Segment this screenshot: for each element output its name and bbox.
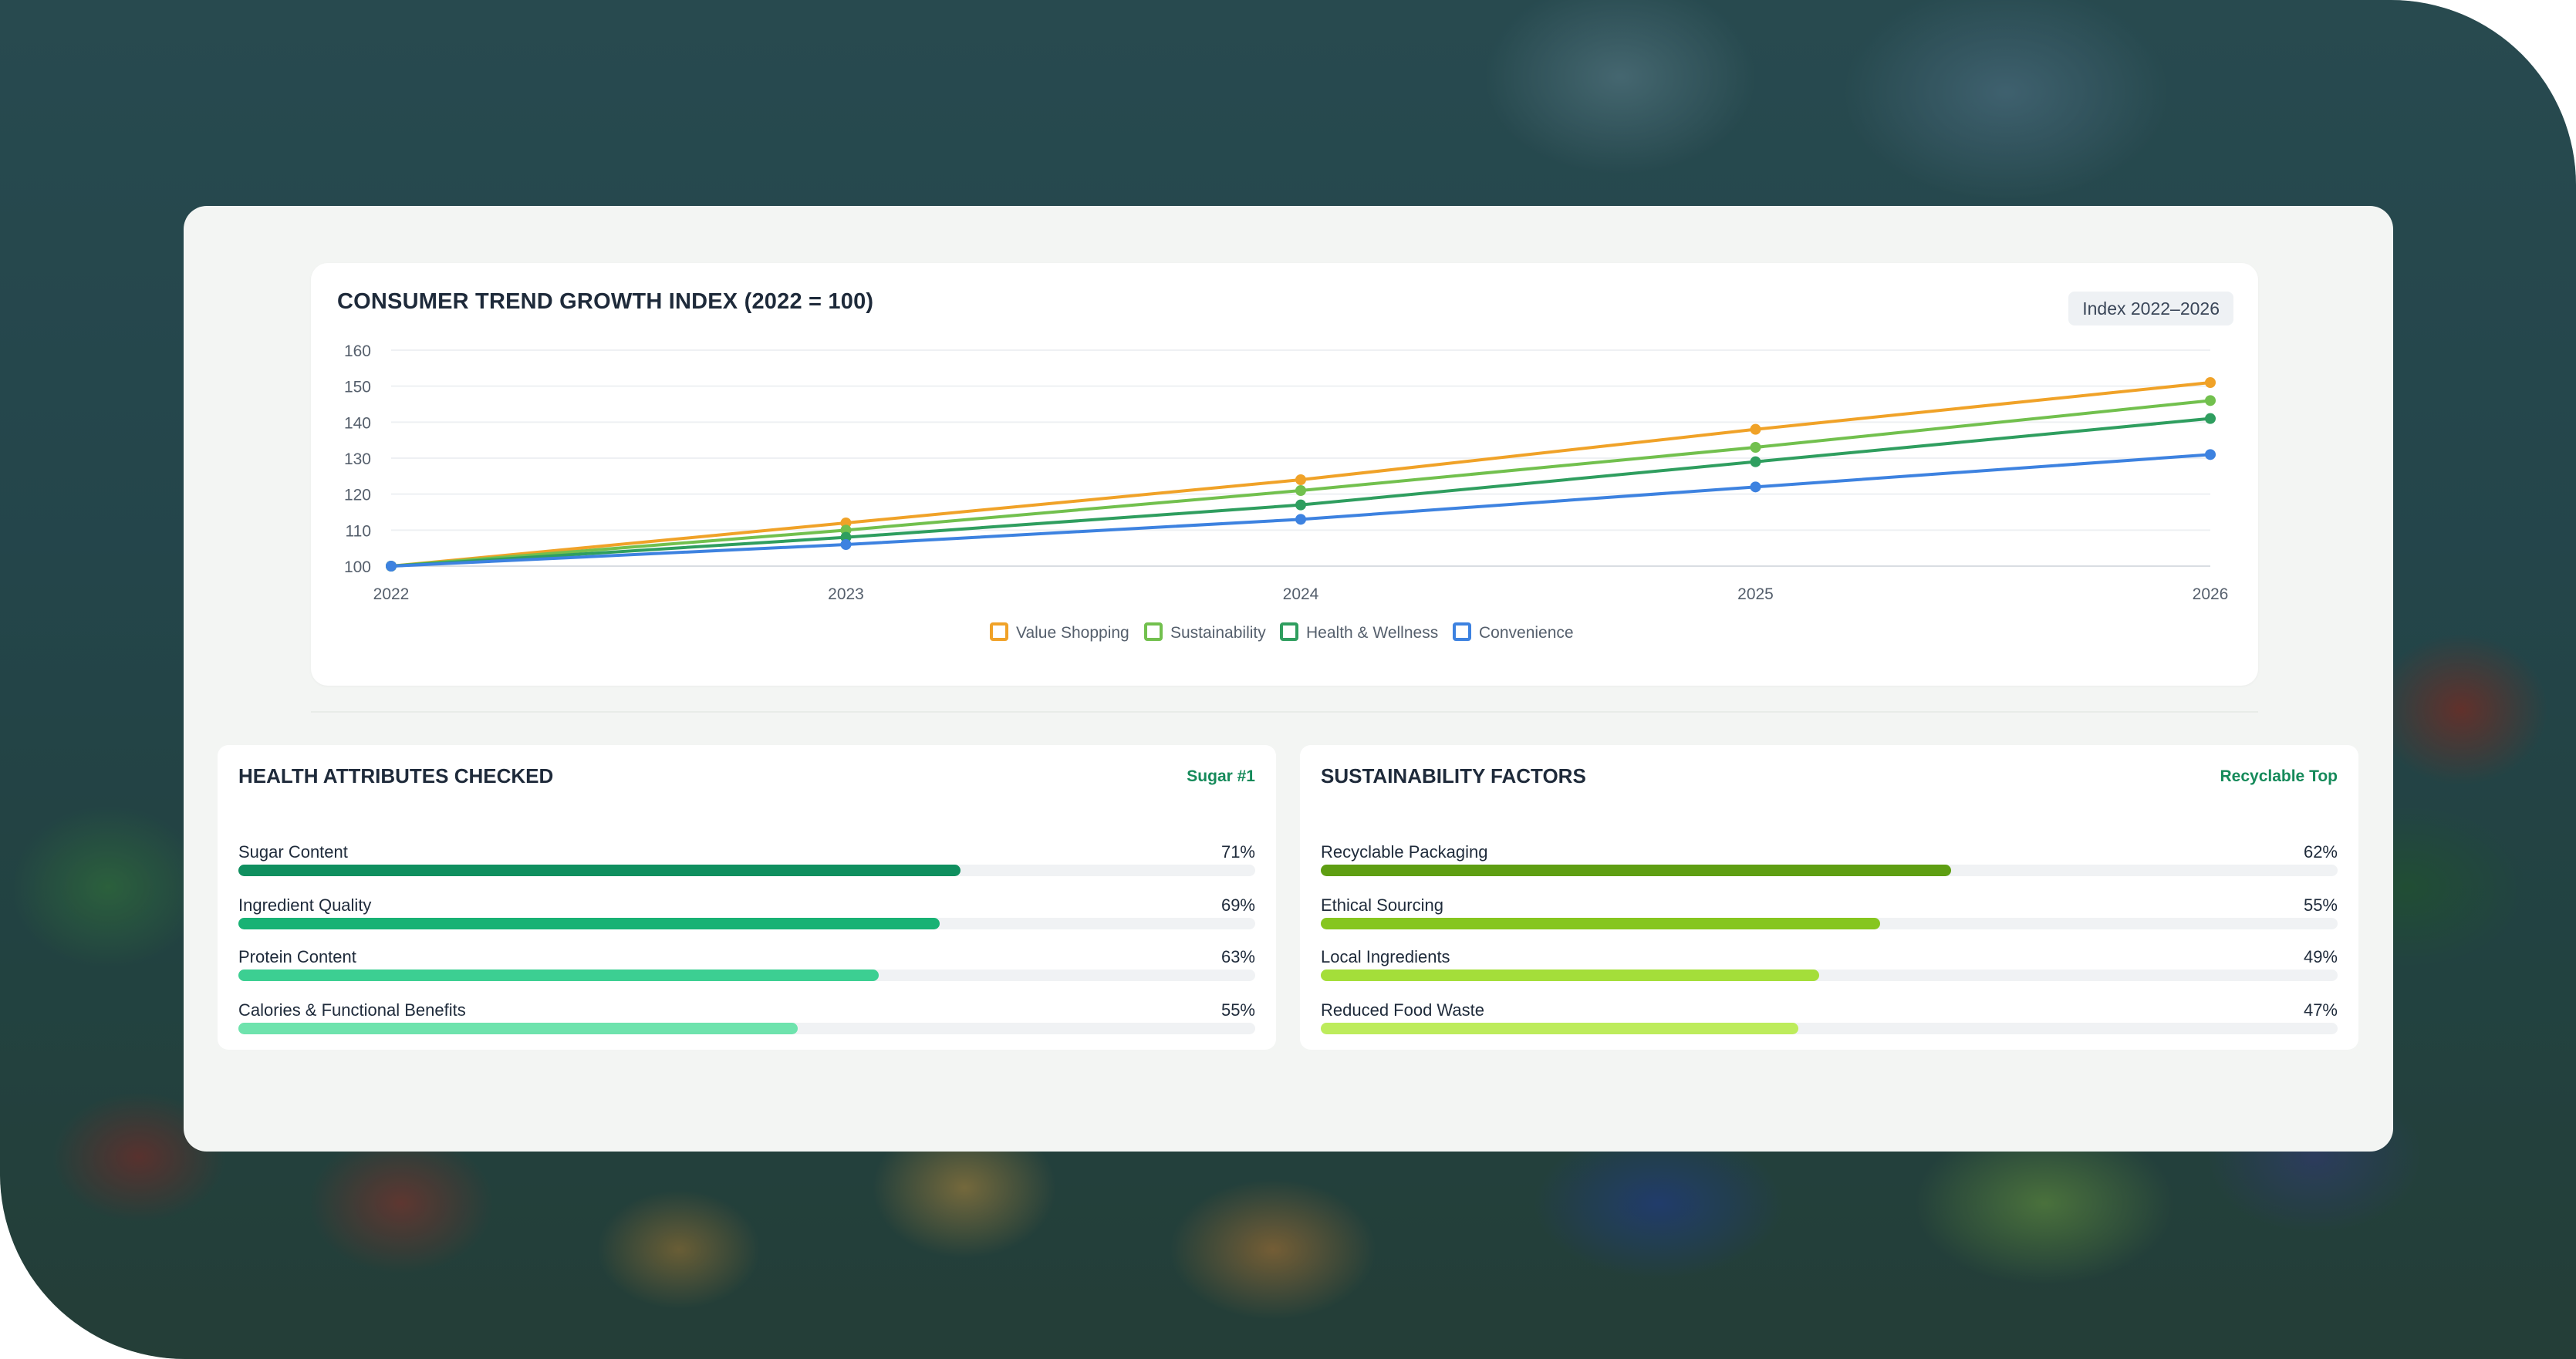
health-value: 55%: [1220, 1000, 1255, 1020]
data-point: [1295, 514, 1306, 525]
sustainability-value: 62%: [2303, 842, 2338, 862]
sustainability-card-tag: Recyclable Top: [2220, 767, 2338, 785]
health-value: 69%: [1220, 895, 1255, 915]
sustainability-value: 47%: [2303, 1000, 2338, 1020]
health-attributes-card: HEALTH ATTRIBUTES CHECKED Sugar #1 Sugar…: [218, 745, 1276, 1050]
y-tick-label: 110: [346, 522, 371, 540]
x-tick-label: 2022: [373, 585, 410, 603]
y-tick-label: 130: [344, 450, 371, 468]
line-chart: 100 110 120 130 140 150 160 2022 2023 2024 2025 202…: [344, 342, 2229, 642]
index-range-badge: Index 2022–2026: [2068, 292, 2233, 325]
health-label: Ingredient Quality: [238, 895, 372, 915]
section-divider: [311, 711, 2258, 713]
health-card-title: HEALTH ATTRIBUTES CHECKED: [238, 764, 554, 787]
health-label: Calories & Functional Benefits: [238, 1000, 466, 1020]
sustainability-bar-fill: [1321, 1023, 1799, 1034]
dashboard-panel: CONSUMER TREND GROWTH INDEX (2022 = 100)…: [184, 206, 2393, 1152]
sustainability-bar-fill: [1321, 865, 1952, 876]
health-bar-fill: [238, 970, 879, 981]
data-point: [2205, 377, 2216, 388]
sustainability-bar-fill: [1321, 970, 1819, 981]
health-row: Ingredient Quality 69%: [238, 895, 1255, 934]
sustainability-bar-track: [1321, 970, 2338, 981]
health-row: Calories & Functional Benefits 55%: [238, 1000, 1255, 1039]
health-value: 63%: [1220, 947, 1255, 966]
sustainability-label: Local Ingredients: [1321, 947, 1450, 966]
legend-swatch: [990, 622, 1008, 641]
health-row: Protein Content 63%: [238, 947, 1255, 986]
health-bar-track: [238, 1023, 1255, 1034]
health-bar-track: [238, 865, 1255, 876]
y-tick-label: 150: [344, 379, 371, 396]
legend-label: Convenience: [1479, 624, 1574, 642]
sustainability-bar-track: [1321, 865, 2338, 876]
y-tick-label: 120: [344, 487, 371, 504]
data-point: [1750, 423, 1761, 435]
y-tick-label: 100: [344, 558, 371, 576]
sustainability-bar-track: [1321, 1023, 2338, 1034]
health-bar-fill: [238, 865, 961, 876]
data-point: [2205, 413, 2216, 424]
sustainability-row: Ethical Sourcing 55%: [1321, 895, 2338, 934]
sustainability-label: Ethical Sourcing: [1321, 895, 1443, 915]
legend-label: Health & Wellness: [1306, 624, 1438, 642]
data-point: [1750, 481, 1761, 493]
trend-chart-card: CONSUMER TREND GROWTH INDEX (2022 = 100)…: [311, 263, 2258, 686]
health-bar-track: [238, 970, 1255, 981]
sustainability-row: Local Ingredients 49%: [1321, 947, 2338, 986]
legend-swatch: [1144, 622, 1163, 641]
health-bar-fill: [238, 1023, 798, 1034]
sustainability-row: Recyclable Packaging 62%: [1321, 842, 2338, 881]
data-point: [1295, 485, 1306, 496]
health-label: Sugar Content: [238, 842, 348, 862]
x-tick-label: 2023: [828, 585, 864, 603]
sustainability-value: 55%: [2303, 895, 2338, 915]
data-point: [2205, 449, 2216, 460]
health-value: 71%: [1220, 842, 1255, 862]
health-card-tag: Sugar #1: [1187, 767, 1255, 785]
health-bar-track: [238, 918, 1255, 929]
sustainability-bar-fill: [1321, 918, 1880, 929]
data-point: [840, 539, 852, 550]
sustainability-factors-card: SUSTAINABILITY FACTORS Recyclable Top Re…: [1300, 745, 2358, 1050]
legend-swatch: [1280, 622, 1298, 641]
sustainability-bar-track: [1321, 918, 2338, 929]
health-row: Sugar Content 71%: [238, 842, 1255, 881]
health-label: Protein Content: [238, 947, 356, 966]
legend-swatch: [1453, 622, 1471, 641]
x-tick-label: 2026: [2193, 585, 2229, 603]
data-point: [1295, 474, 1306, 485]
data-point: [386, 561, 397, 572]
sustainability-row: Reduced Food Waste 47%: [1321, 1000, 2338, 1039]
health-bar-fill: [238, 918, 940, 929]
data-point: [2205, 395, 2216, 406]
x-tick-label: 2024: [1283, 585, 1319, 603]
sustainability-label: Recyclable Packaging: [1321, 842, 1488, 862]
x-tick-label: 2025: [1737, 585, 1774, 603]
data-point: [1750, 442, 1761, 453]
y-tick-label: 140: [344, 414, 371, 432]
data-point: [1750, 456, 1761, 467]
sustainability-value: 49%: [2303, 947, 2338, 966]
sustainability-card-title: SUSTAINABILITY FACTORS: [1321, 764, 1586, 787]
legend-label: Value Shopping: [1016, 624, 1129, 642]
legend-label: Sustainability: [1170, 624, 1266, 642]
sustainability-label: Reduced Food Waste: [1321, 1000, 1484, 1020]
y-tick-label: 160: [344, 342, 371, 360]
chart-title: CONSUMER TREND GROWTH INDEX (2022 = 100): [337, 289, 874, 314]
data-point: [1295, 499, 1306, 511]
